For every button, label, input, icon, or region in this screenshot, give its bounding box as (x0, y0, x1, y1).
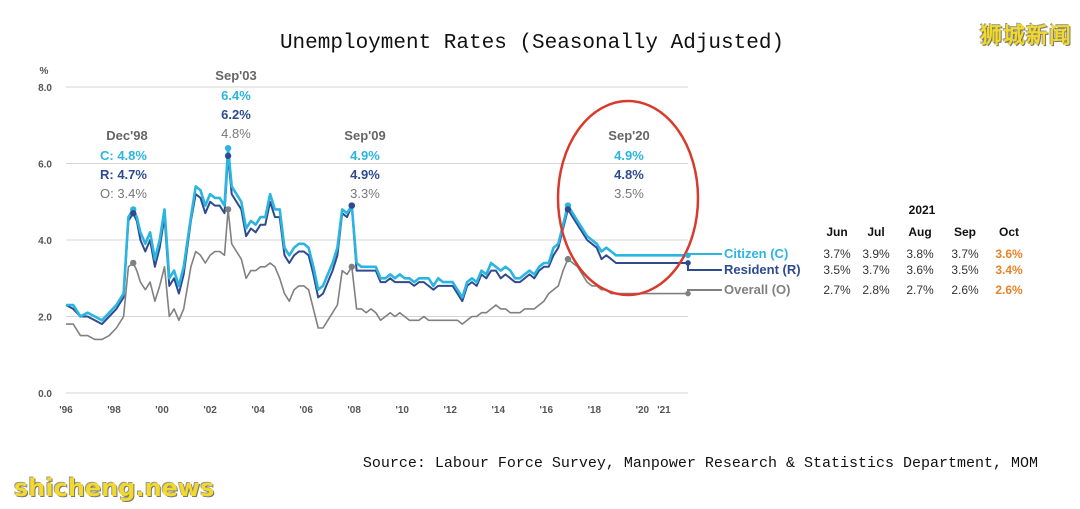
table-cell: 3.7% (823, 247, 851, 261)
y-tick-label: 4.0 (38, 236, 52, 247)
x-tick-label: '14 (492, 405, 506, 416)
table-cell: 2.7% (823, 283, 851, 297)
table-year: 2021 (909, 203, 936, 217)
annotation-marker (224, 206, 232, 213)
annotation-value: 4.8% (221, 126, 251, 141)
x-tick-label: '06 (299, 405, 313, 416)
annotation-marker (348, 263, 355, 270)
table-month: Sep (954, 225, 976, 239)
table-month: Jun (826, 225, 847, 239)
annotation-value: 6.2% (221, 107, 251, 122)
legend-connector (687, 289, 722, 294)
legend-label: Citizen (C) (724, 246, 788, 261)
highlight-ellipse (556, 99, 700, 297)
annotation-value: O: 3.4% (100, 186, 147, 201)
table-month: Oct (999, 225, 1019, 239)
annotation-value: 4.8% (614, 167, 644, 182)
x-tick-label: '96 (59, 405, 73, 416)
x-tick-label: '08 (347, 405, 361, 416)
y-tick-label: 6.0 (38, 160, 52, 171)
annotation-value: 6.4% (221, 88, 251, 103)
x-axis: '96 '98 '00 '02 '04 '06 '08 '10 '12 '14 '16 '18 '20 '… (59, 405, 671, 416)
table-cell: 3.5% (951, 263, 979, 277)
legend-label: Resident (R) (724, 262, 801, 277)
table-cell: 3.6% (995, 247, 1023, 261)
annotation-marker (348, 202, 355, 209)
annotation-marker (564, 206, 572, 213)
chart-title: Unemployment Rates (Seasonally Adjusted) (280, 32, 784, 55)
table-month: Aug (908, 225, 931, 239)
annotation-value: 4.9% (350, 148, 380, 163)
legend: Citizen (C)Resident (R) Overall (O) (685, 246, 801, 297)
table-cell: 3.9% (862, 247, 890, 261)
annotation-marker (130, 210, 137, 217)
annotation-marker (130, 259, 137, 267)
annotation-value: 3.3% (350, 186, 380, 201)
legend-end-marker (685, 290, 691, 297)
table-cell: 2.7% (906, 283, 934, 297)
x-tick-label: '04 (251, 405, 265, 416)
annotation-value: R: 4.7% (100, 167, 147, 182)
x-tick-label: '18 (588, 405, 602, 416)
annotation-marker (224, 152, 232, 160)
x-tick-label: '02 (203, 405, 217, 416)
table-cell: 3.4% (995, 263, 1023, 277)
annotations: Dec'98 C: 4.8% R: 4.7% O: 3.4% Sep'03 6.4% 6.2… (100, 68, 700, 297)
legend-end-marker (685, 252, 691, 259)
source-note: Source: Labour Force Survey, Manpower Re… (363, 455, 1038, 472)
annotation-date: Sep'03 (215, 68, 256, 83)
legend-label: Overall (O) (724, 282, 790, 297)
table-month: Jul (867, 225, 884, 239)
table-cell: 3.6% (906, 263, 934, 277)
table-cell: 2.8% (862, 283, 890, 297)
watermark-site: shicheng.news (14, 474, 215, 502)
x-tick-label: '10 (395, 405, 409, 416)
x-tick-label: '21 (657, 405, 671, 416)
x-tick-label: '16 (540, 405, 554, 416)
y-tick-label: 8.0 (38, 83, 52, 94)
x-tick-label: '12 (443, 405, 457, 416)
annotation-value: C: 4.8% (100, 148, 147, 163)
annotation-value: 4.9% (350, 167, 380, 182)
annotation-date: Sep'09 (344, 128, 385, 143)
x-tick-label: '00 (155, 405, 169, 416)
legend-connector (687, 253, 722, 256)
table-cell: 3.7% (862, 263, 890, 277)
data-table: 2021 Jun Jul Aug Sep Oct 3.7% 3.9% 3.8% 3.7% 3.6% 3… (823, 203, 1023, 297)
annotation-value: 3.5% (614, 186, 644, 201)
legend-connector (687, 262, 722, 271)
table-cell: 3.8% (906, 247, 934, 261)
y-tick-label: 0.0 (38, 389, 52, 400)
annotation-value: 4.9% (614, 148, 644, 163)
x-tick-label: '98 (107, 405, 121, 416)
annotation-date: Dec'98 (106, 128, 147, 143)
table-cell: 3.7% (951, 247, 979, 261)
legend-end-marker (685, 260, 691, 266)
y-tick-label: 2.0 (38, 313, 52, 324)
table-cell: 2.6% (951, 283, 979, 297)
y-axis-unit: % (40, 66, 49, 77)
annotation-marker (564, 255, 572, 263)
table-cell: 3.5% (823, 263, 851, 277)
watermark-chinese: 狮城新闻 (979, 24, 1072, 49)
x-tick-label: '20 (636, 405, 650, 416)
annotation-date: Sep'20 (608, 128, 649, 143)
table-cell: 2.6% (995, 283, 1023, 297)
annotation-marker (224, 145, 232, 152)
y-axis: 0.0 2.0 4.0 6.0 8.0% (38, 66, 52, 400)
